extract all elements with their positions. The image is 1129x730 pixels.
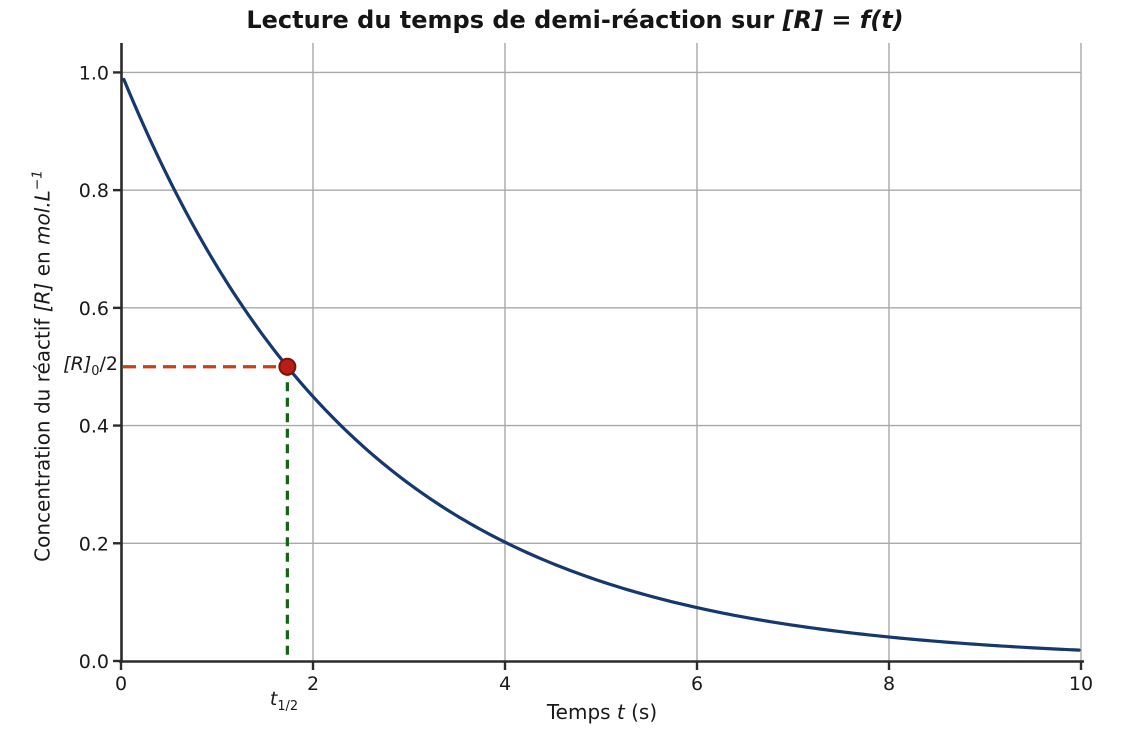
y-tick-labels: 0.0 0.2 0.4 0.6 0.8 1.0 (79, 62, 109, 673)
y-axis-label-unit: mol.L (30, 190, 55, 245)
x-tick-label: 0 (115, 673, 127, 695)
x-axis-label-t: t (616, 700, 625, 724)
guide-lines (123, 365, 289, 662)
half-concentration-annotation: [R]0/2 (63, 353, 118, 379)
y-tick-label: 0.2 (79, 533, 109, 555)
x-tick-labels: 0 2 4 6 8 10 (115, 673, 1093, 695)
x-axis-label: Temps t (s) (547, 700, 657, 724)
y-tick-label: 1.0 (79, 62, 109, 84)
half-concentration-rest: /2 (99, 353, 119, 376)
axis-ticks (113, 71, 1083, 670)
x-tick-label: 2 (307, 673, 319, 695)
y-tick-label: 0.0 (79, 651, 109, 673)
y-axis-label-exponent: −1 (29, 170, 46, 191)
half-reaction-point (278, 357, 297, 376)
chart-title-math: [R] = f(t) (782, 6, 904, 34)
y-axis-label-r: [R] (30, 282, 55, 313)
y-axis-label: Concentration du réactif [R] en mol.L−1 (30, 170, 55, 562)
half-concentration-base: [R] (63, 353, 92, 376)
x-tick-label: 4 (499, 673, 511, 695)
chart-title: Lecture du temps de demi-réaction sur [R… (246, 6, 903, 34)
x-axis-label-text: Temps (546, 700, 617, 724)
grid-lines (121, 43, 1082, 661)
t-half-sub: 1/2 (277, 698, 299, 714)
x-axis-label-unit: (s) (624, 700, 658, 724)
x-tick-label: 6 (691, 673, 703, 695)
y-tick-label: 0.6 (79, 298, 109, 320)
t-half-base: t (269, 688, 278, 711)
t-half-annotation: t1/2 (270, 688, 298, 714)
x-tick-label: 10 (1069, 673, 1093, 695)
x-tick-label: 8 (883, 673, 895, 695)
chart-title-text: Lecture du temps de demi-réaction sur (246, 6, 783, 34)
decay-curve (122, 77, 1081, 652)
y-tick-label: 0.4 (79, 416, 109, 438)
half-concentration-sub: 0 (91, 363, 100, 379)
y-tick-label: 0.8 (79, 180, 109, 202)
y-axis-label-mid: en (30, 244, 55, 283)
y-axis-label-text: Concentration du réactif (30, 312, 55, 562)
